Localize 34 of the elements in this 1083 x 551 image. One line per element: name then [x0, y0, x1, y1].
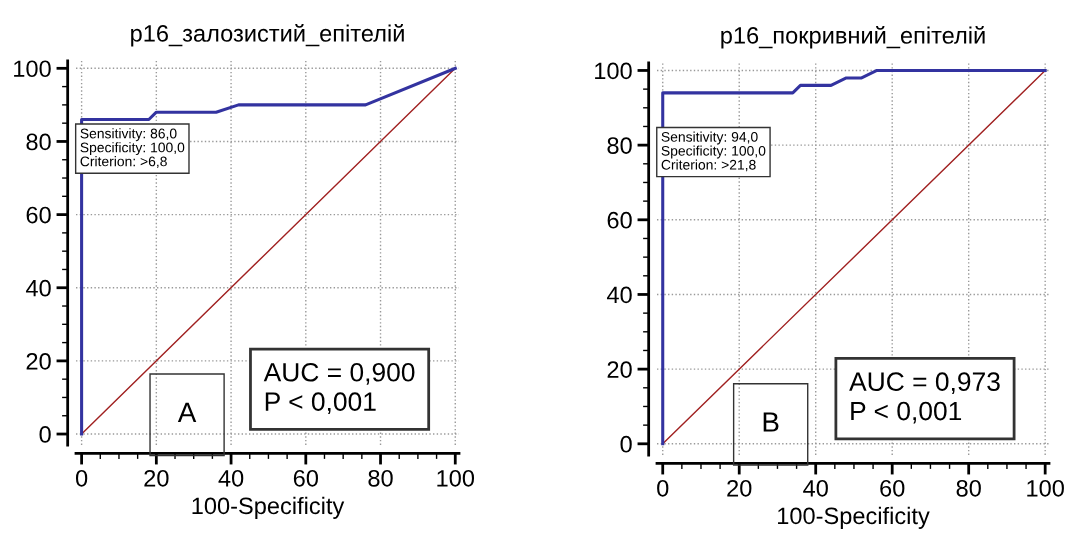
y-tick-label: 80 [607, 137, 632, 154]
y-tick-label: 20 [26, 352, 51, 370]
annotation: A [177, 402, 197, 422]
y-tick-label: 80 [26, 133, 51, 151]
y-tick-label: 0 [39, 426, 51, 443]
x-axis-title: 100-Specificity [778, 506, 930, 529]
chart-title: p16_залозистий_епітелій [131, 24, 404, 47]
x-tick-label: 60 [293, 469, 319, 487]
annotation: Sensitivity: 94,0 Specificity: 100,0 Criterion: >21,8 [661, 131, 766, 172]
y-tick-label: 60 [607, 211, 632, 229]
x-tick-label: 80 [368, 469, 393, 487]
x-tick-label: 100 [1027, 479, 1064, 497]
x-tick-label: 20 [144, 469, 169, 487]
x-tick-label: 40 [218, 469, 244, 487]
x-axis-title: 100-Specificity [192, 496, 345, 519]
y-tick-label: 60 [26, 206, 51, 224]
annotation: Sensitivity: 86,0 Specificity: 100,0 Criterion: >6,8 [80, 128, 185, 168]
y-tick-label: 20 [607, 361, 632, 378]
chart-title: p16_покривний_епітелій [721, 26, 985, 49]
y-tick-label: 40 [606, 286, 632, 304]
x-tick-label: 40 [803, 479, 828, 497]
annotation: B [763, 412, 779, 432]
y-tick-label: 0 [620, 435, 632, 453]
x-tick-label: 0 [75, 469, 88, 487]
x-tick-label: 100 [437, 469, 475, 487]
x-tick-label: 80 [956, 479, 981, 497]
x-tick-label: 60 [880, 479, 905, 497]
annotation: AUC = 0,973 P < 0,001 [849, 372, 1000, 424]
y-tick-label: 100 [595, 62, 632, 80]
x-tick-label: 20 [727, 479, 752, 497]
y-tick-label: 40 [25, 279, 51, 297]
x-tick-label: 0 [657, 479, 669, 497]
y-tick-label: 100 [14, 60, 51, 78]
annotation: AUC = 0,900 P < 0,001 [263, 362, 415, 415]
